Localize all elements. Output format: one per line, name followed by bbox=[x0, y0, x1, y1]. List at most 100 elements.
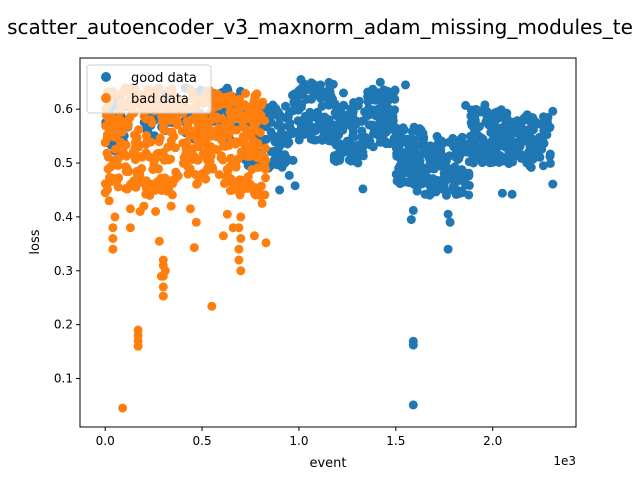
data-point bbox=[378, 91, 388, 101]
data-point bbox=[443, 209, 453, 219]
data-point bbox=[241, 89, 250, 98]
data-point bbox=[189, 243, 199, 253]
data-point bbox=[261, 238, 271, 248]
data-point bbox=[234, 244, 244, 254]
data-point bbox=[482, 110, 492, 120]
data-point bbox=[306, 134, 316, 144]
data-point bbox=[141, 148, 151, 158]
data-point bbox=[427, 147, 437, 157]
data-point bbox=[202, 153, 212, 163]
data-point bbox=[110, 174, 120, 184]
data-point bbox=[218, 99, 228, 109]
data-point bbox=[228, 223, 238, 233]
data-point bbox=[153, 164, 163, 174]
data-point bbox=[113, 182, 123, 192]
data-point bbox=[158, 282, 168, 292]
data-point bbox=[236, 212, 246, 222]
data-point bbox=[369, 129, 379, 139]
data-point bbox=[214, 92, 224, 101]
data-point bbox=[121, 119, 131, 129]
data-point bbox=[343, 142, 353, 152]
data-point bbox=[146, 137, 156, 147]
data-point bbox=[135, 170, 145, 179]
data-point bbox=[529, 116, 539, 126]
x-axis-label: event bbox=[309, 456, 346, 471]
data-point bbox=[449, 186, 459, 196]
data-point bbox=[296, 75, 306, 84]
data-point bbox=[110, 212, 120, 222]
data-point bbox=[133, 325, 143, 335]
data-point bbox=[108, 244, 118, 254]
x-tick-label: 1.0 bbox=[289, 434, 308, 448]
data-point bbox=[461, 100, 471, 110]
data-point bbox=[336, 103, 346, 113]
data-point bbox=[390, 86, 400, 96]
data-point bbox=[290, 181, 300, 191]
data-point bbox=[155, 133, 165, 143]
legend-label-good: good data bbox=[131, 71, 197, 86]
data-point bbox=[145, 190, 155, 200]
data-point bbox=[108, 223, 118, 233]
data-point bbox=[158, 255, 168, 265]
data-point bbox=[102, 180, 112, 190]
data-point bbox=[539, 112, 548, 122]
data-point bbox=[503, 156, 513, 166]
data-point bbox=[255, 149, 264, 159]
data-point bbox=[240, 124, 250, 134]
data-point bbox=[417, 179, 426, 189]
data-point bbox=[219, 140, 229, 150]
y-tick-label: 0.6 bbox=[54, 102, 73, 116]
y-tick-label: 0.2 bbox=[54, 318, 73, 332]
data-point bbox=[212, 131, 222, 141]
data-point bbox=[445, 151, 454, 161]
data-point bbox=[226, 153, 236, 163]
x-axis-ticks: 0.0 0.5 1.0 1.5 2.0 bbox=[96, 427, 502, 448]
data-point bbox=[434, 146, 444, 156]
legend: good data bad data bbox=[86, 64, 212, 114]
data-point bbox=[160, 266, 170, 276]
data-point bbox=[253, 163, 263, 173]
data-point bbox=[258, 97, 268, 107]
data-point bbox=[294, 135, 304, 145]
data-point bbox=[439, 168, 449, 178]
data-point bbox=[255, 190, 265, 200]
data-point bbox=[313, 108, 323, 118]
data-point bbox=[232, 125, 241, 135]
data-point bbox=[277, 162, 287, 172]
data-point bbox=[306, 121, 316, 131]
chart-title: scatter_autoencoder_v3_maxnorm_adam_miss… bbox=[7, 15, 633, 39]
data-point bbox=[219, 178, 229, 188]
data-point bbox=[218, 231, 228, 241]
data-point bbox=[297, 86, 306, 96]
data-point bbox=[323, 93, 333, 103]
data-point bbox=[400, 134, 410, 144]
data-point bbox=[118, 403, 128, 413]
data-point bbox=[526, 163, 536, 172]
data-point bbox=[408, 336, 418, 346]
data-point bbox=[260, 116, 269, 126]
data-point bbox=[485, 140, 495, 149]
y-tick-label: 0.1 bbox=[54, 372, 73, 386]
data-point bbox=[548, 106, 558, 116]
data-point bbox=[417, 149, 427, 159]
data-point bbox=[201, 131, 211, 141]
data-point bbox=[255, 128, 265, 138]
y-axis-label: loss bbox=[28, 229, 43, 254]
data-point bbox=[388, 107, 398, 117]
data-point bbox=[225, 129, 234, 138]
data-point bbox=[275, 185, 285, 195]
data-point bbox=[183, 144, 193, 154]
data-point bbox=[521, 130, 531, 140]
data-point bbox=[317, 101, 327, 111]
data-point bbox=[488, 149, 498, 159]
data-point bbox=[222, 209, 232, 219]
data-point bbox=[431, 187, 441, 197]
data-point bbox=[538, 161, 548, 171]
data-point bbox=[534, 152, 543, 162]
data-point bbox=[113, 114, 123, 124]
y-tick-label: 0.5 bbox=[54, 156, 73, 170]
data-point bbox=[548, 179, 558, 189]
data-point bbox=[439, 184, 449, 194]
data-point bbox=[507, 189, 517, 199]
data-point bbox=[354, 140, 363, 150]
